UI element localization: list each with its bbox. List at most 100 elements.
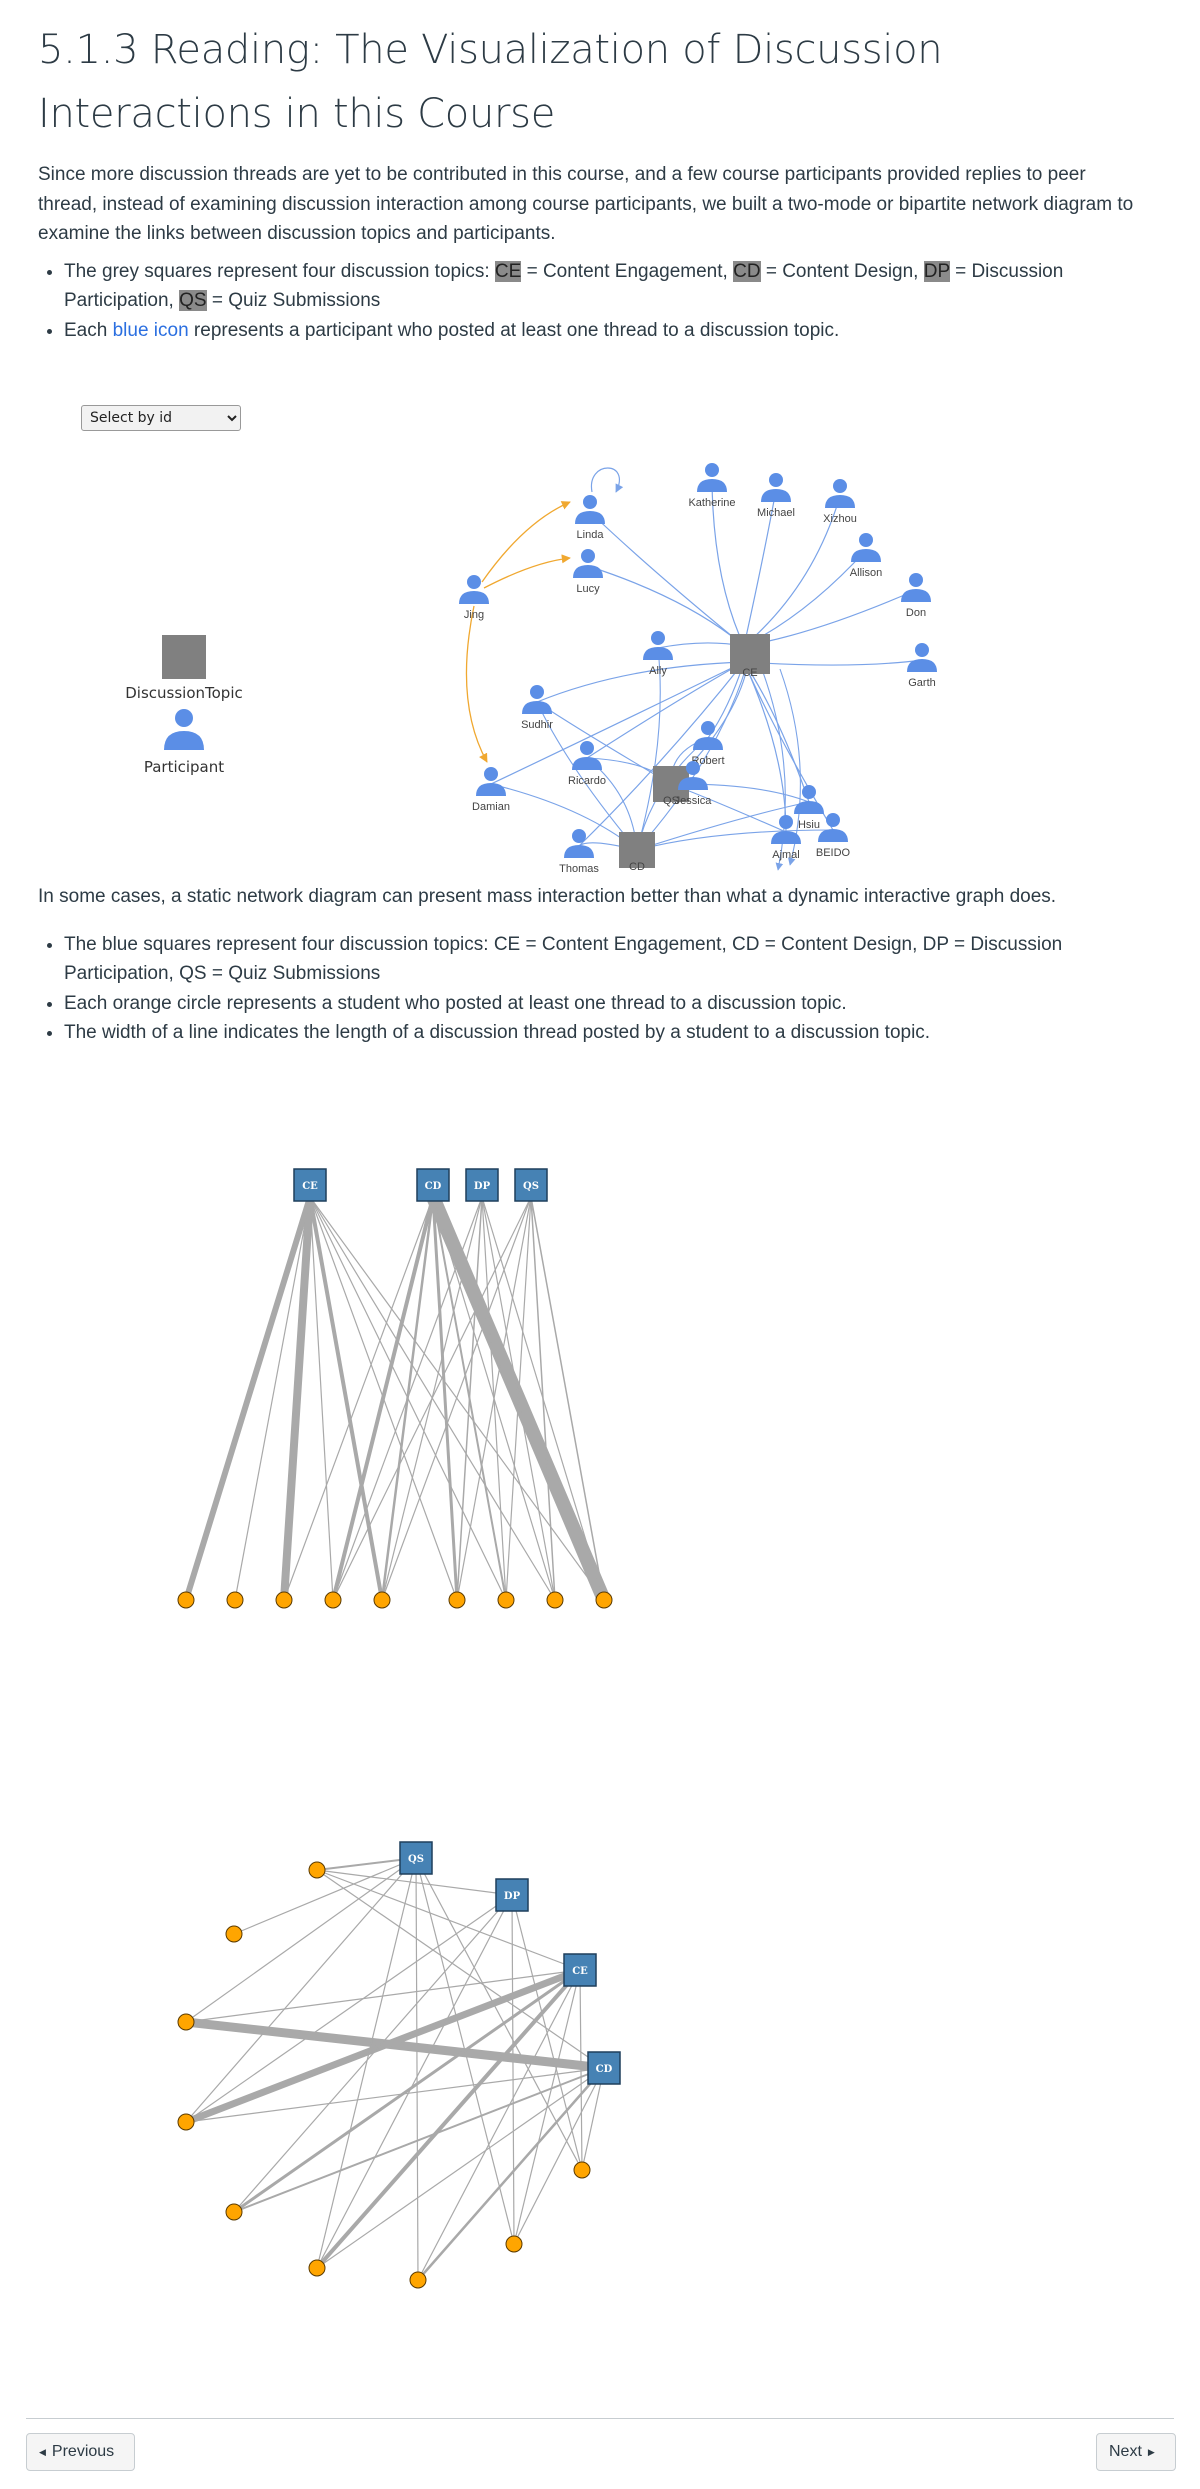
topic-node-label: CE (742, 667, 757, 679)
circular-topic-cd (587, 2051, 621, 2085)
participant-node-label: Jing (464, 609, 484, 621)
participant-node-hsiu[interactable]: Hsiu (794, 785, 824, 831)
bipartite-edge (283, 1196, 434, 1601)
participant-node-beido[interactable]: BEIDO (816, 813, 851, 859)
circular-network-diagram: QS DP CE CD (177, 1841, 621, 2289)
student-node (225, 2203, 243, 2221)
participant-node-label: Lucy (576, 583, 600, 595)
participant-node-lucy[interactable]: Lucy (573, 549, 603, 595)
participant-node-don[interactable]: Don (901, 573, 931, 619)
circular-edge (316, 1869, 513, 1896)
participant-node-label: Linda (577, 529, 605, 541)
participant-node-label: Ricardo (568, 775, 606, 787)
bipartite-nodes: CE CD DP QS (177, 1168, 613, 1609)
participant-node-jessica[interactable]: Jessica (675, 761, 713, 807)
circular-topic-dp (495, 1878, 529, 1912)
participant-node-label: BEIDO (816, 847, 851, 859)
topic-code-qs: QS (179, 290, 207, 311)
static-network-paragraph: In some cases, a static network diagram … (38, 886, 1057, 907)
bipartite-edge (381, 1196, 532, 1601)
student-node (409, 2271, 427, 2289)
student-node (308, 2259, 326, 2277)
next-button[interactable]: Next ▶ (1096, 2433, 1176, 2471)
participant-node-label: Allison (850, 567, 882, 579)
circular-edges (181, 1857, 609, 2282)
static-bullet-list: The blue squares represent four discussi… (38, 930, 1164, 1048)
circular-edge (416, 2066, 606, 2282)
bipartite-network-diagram: CE CD DP QS (177, 1168, 613, 1609)
legend-participant-icon (164, 709, 204, 750)
student-node (497, 1591, 515, 1609)
participant-node-sudhir[interactable]: Sudhir (521, 685, 553, 731)
content-area: 5.1.3 Reading: The Visualization of Disc… (38, 0, 1168, 345)
bipartite-topic-ce (293, 1168, 327, 1202)
bipartite-edge (530, 1196, 605, 1601)
participant-node-katherine[interactable]: Katherine (688, 463, 736, 509)
participant-node-damian[interactable]: Damian (472, 767, 510, 813)
bipartite-edge (331, 1195, 435, 1602)
bipartite-edge (280, 1193, 314, 1604)
circular-edge (415, 1857, 515, 2245)
bipartite-edge (183, 1194, 313, 1603)
bipartite-topic-label: QS (523, 1181, 539, 1192)
circular-edge (185, 1857, 417, 2023)
participant-node-label: Katherine (688, 497, 735, 509)
bipartite-edge (456, 1196, 483, 1601)
blue-icon-link[interactable]: blue icon (112, 319, 189, 341)
participant-node-robert[interactable]: Robert (691, 721, 725, 767)
circular-edge (417, 1969, 581, 2281)
participant-node-ally[interactable]: Ally (643, 631, 673, 677)
participant-node-label: Garth (908, 677, 936, 689)
legend-topic-label: DiscussionTopic (125, 684, 243, 702)
previous-label: Previous (51, 2443, 115, 2460)
participant-node-ricardo[interactable]: Ricardo (568, 741, 606, 787)
legend-participant-label: Participant (144, 758, 224, 776)
circular-topic-label: DP (504, 1891, 521, 1902)
caret-left-icon: ◀ (39, 2446, 46, 2457)
participant-node-michael[interactable]: Michael (757, 473, 795, 519)
list-item: The blue squares represent four discussi… (64, 930, 1164, 989)
bipartite-edge (308, 1195, 384, 1602)
student-node (308, 1861, 326, 1879)
participant-node-linda[interactable]: Linda (575, 495, 605, 541)
circular-edge (233, 1857, 417, 1935)
circular-topic-label: CE (572, 1966, 588, 1977)
participant-node-label: Jessica (675, 795, 713, 807)
student-node (177, 1591, 195, 1609)
circular-edge (233, 1894, 513, 2213)
participant-node-xizhou[interactable]: Xizhou (823, 479, 857, 525)
list-item: The width of a line indicates the length… (64, 1018, 1164, 1048)
bipartite-topic-cd (416, 1168, 450, 1202)
bipartite-edge (332, 1196, 483, 1601)
participant-node-thomas[interactable]: Thomas (559, 829, 599, 875)
page-title: 5.1.3 Reading: The Visualization of Disc… (38, 27, 943, 137)
circular-topic-ce (563, 1953, 597, 1987)
network-diagram[interactable]: CE QS CD Katherine Michael Xizhou Linda Allison… (0, 440, 1200, 880)
participant-node-jing[interactable]: Jing (459, 575, 489, 621)
student-node (226, 1591, 244, 1609)
list-item: The grey squares represent four discussi… (64, 257, 1164, 316)
circular-edge (185, 1857, 417, 2123)
circular-edge (316, 2067, 605, 2269)
participant-node-label: Xizhou (823, 513, 857, 525)
circular-edge (316, 1894, 513, 2269)
circular-edge (185, 2067, 605, 2123)
participant-node-allison[interactable]: Allison (850, 533, 882, 579)
circular-topic-label: CD (596, 2064, 613, 2075)
bipartite-edge (234, 1196, 311, 1601)
student-node (505, 2235, 523, 2253)
participant-node-label: Hsiu (798, 819, 820, 831)
participant-node-ajmal[interactable]: Ajmal (771, 815, 801, 861)
bipartite-edge (431, 1195, 459, 1602)
topic-node-ce[interactable] (730, 634, 770, 674)
topic-code-dp: DP (923, 260, 950, 282)
student-node (373, 1591, 391, 1609)
bipartite-edge (456, 1196, 532, 1601)
participant-node-garth[interactable]: Garth (907, 643, 937, 689)
student-node (448, 1591, 466, 1609)
student-node (324, 1591, 342, 1609)
select-by-id-dropdown[interactable]: Select by id (81, 405, 241, 431)
topic-node-cd[interactable] (619, 832, 655, 868)
previous-button[interactable]: ◀ Previous (26, 2433, 135, 2471)
participant-node-label: Robert (691, 755, 724, 767)
